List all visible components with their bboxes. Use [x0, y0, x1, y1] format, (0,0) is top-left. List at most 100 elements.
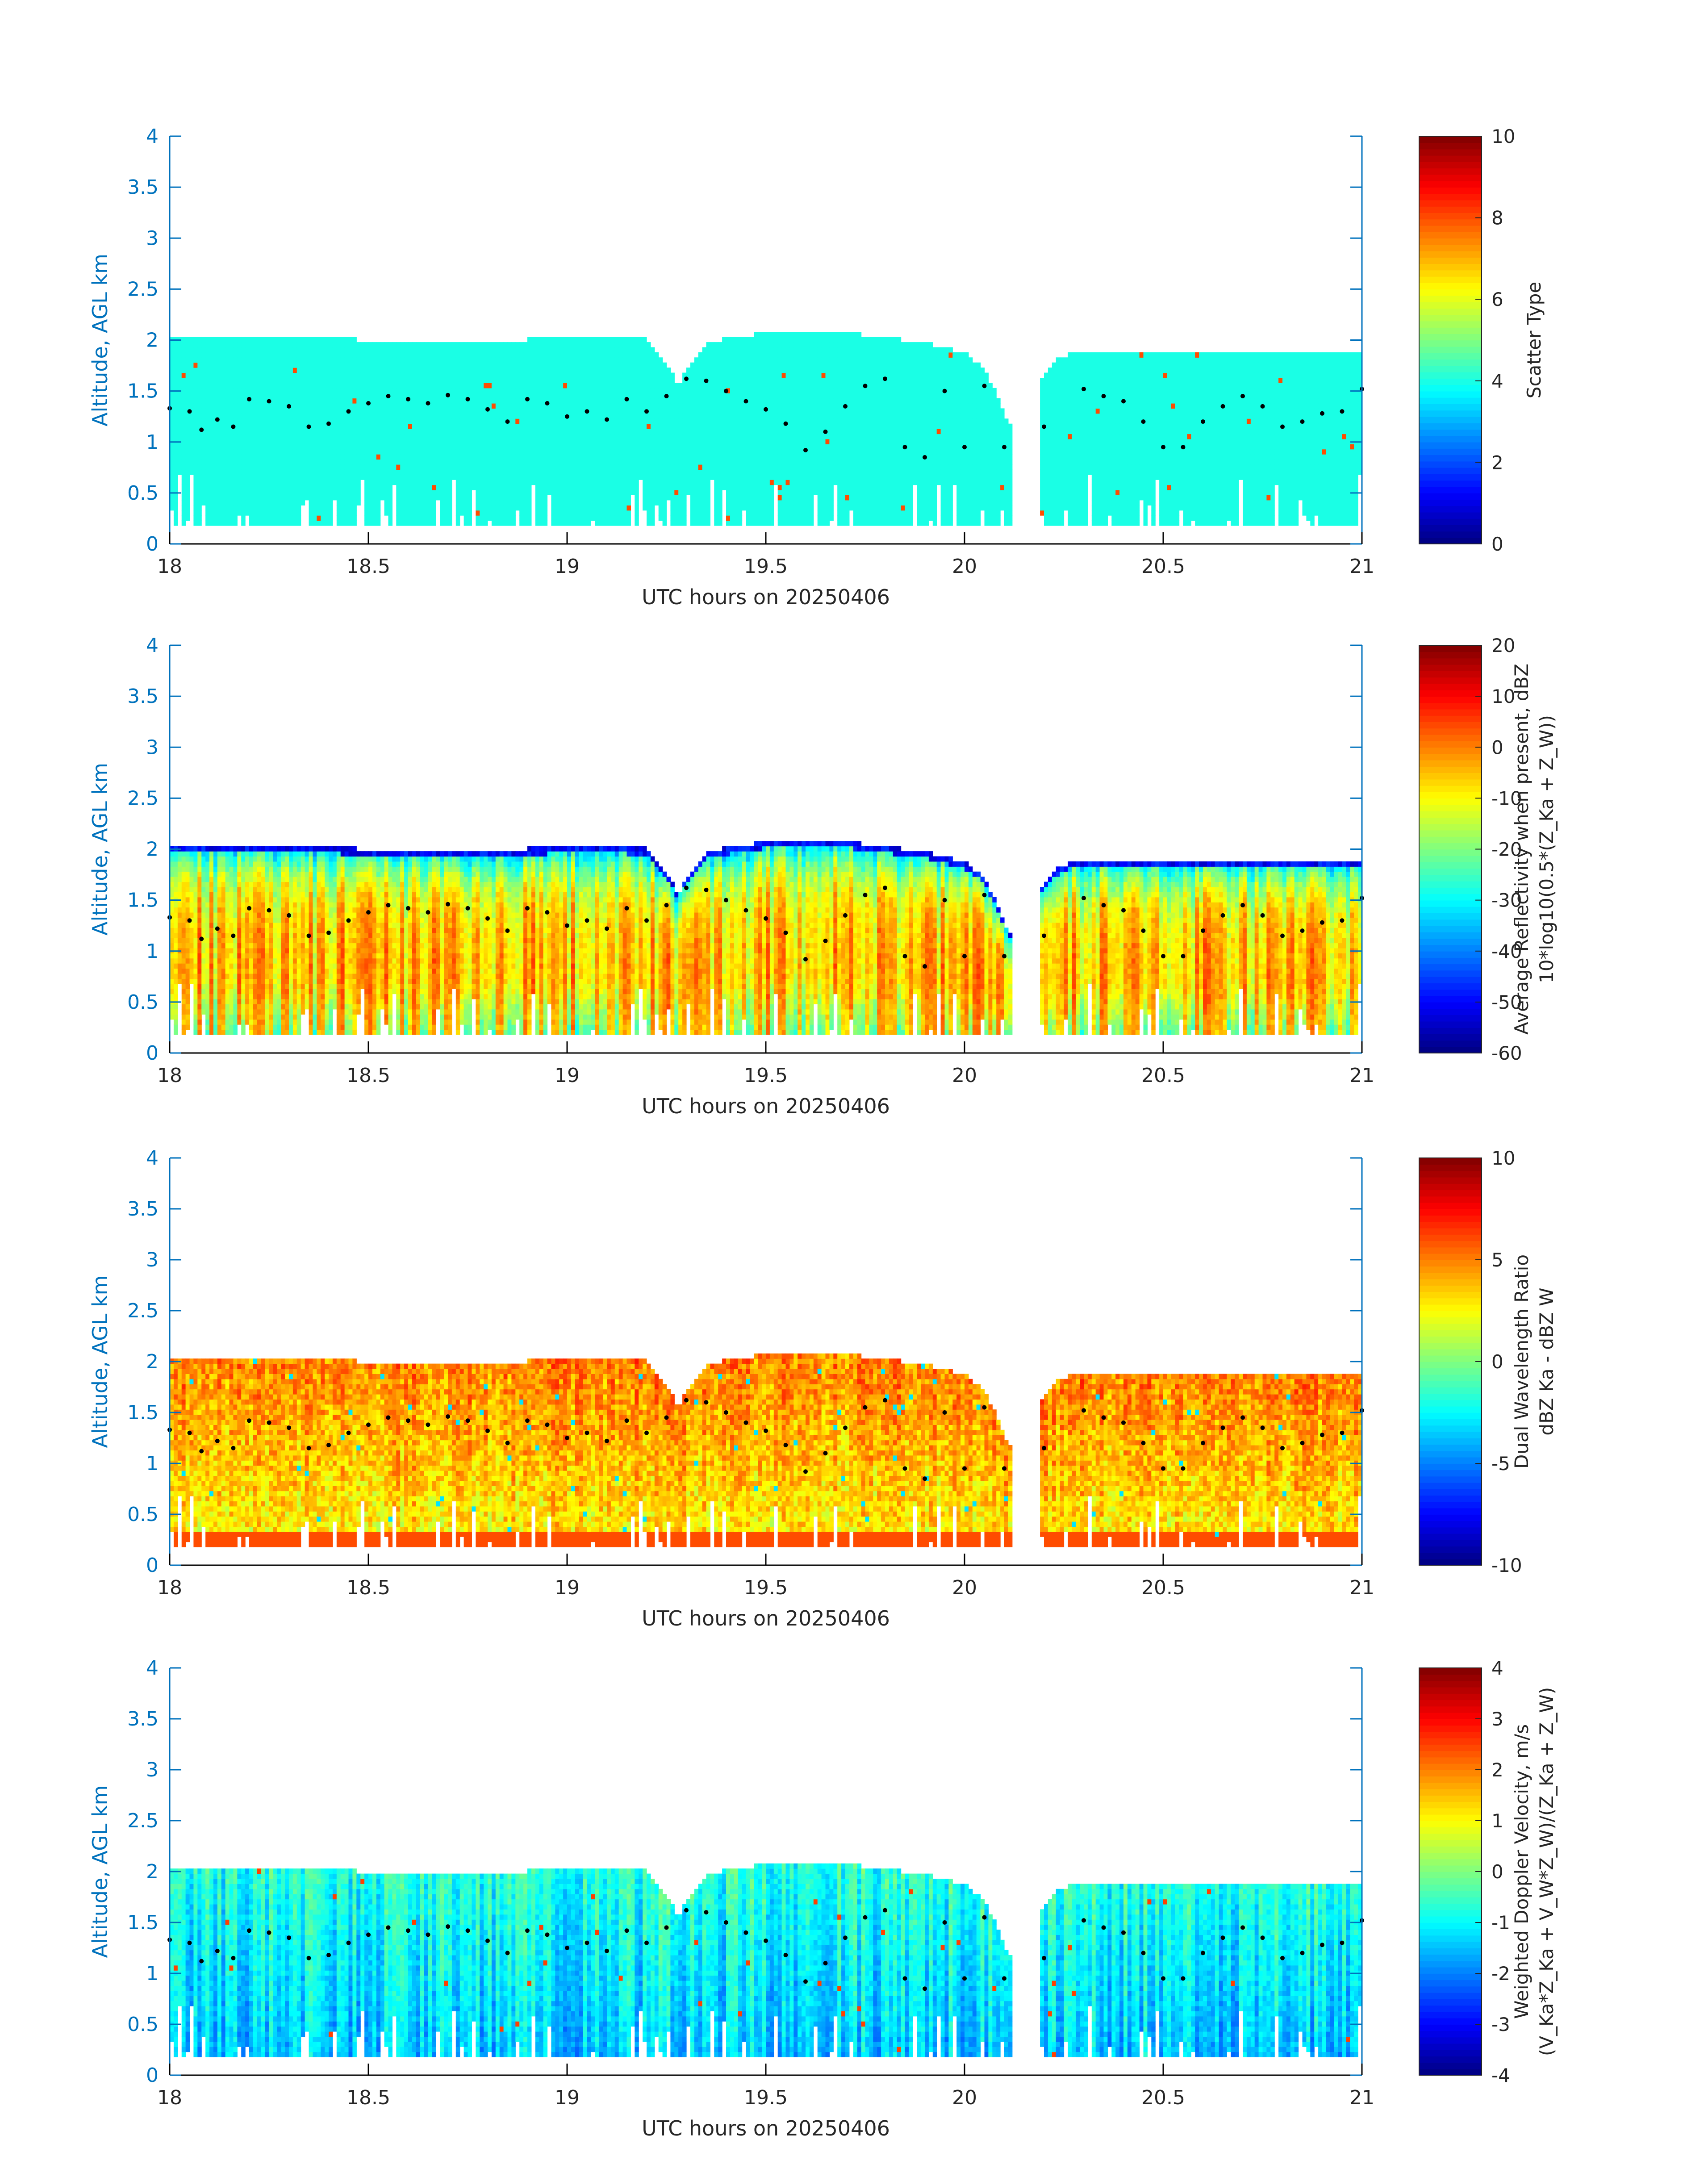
heatmap-cell — [599, 363, 603, 368]
heatmap-cell — [607, 480, 611, 485]
heatmap-cell — [193, 515, 198, 521]
heatmap-cell — [527, 480, 532, 485]
heatmap-cell — [301, 444, 305, 449]
heatmap-cell — [523, 490, 528, 495]
heatmap-cell — [384, 414, 389, 419]
heatmap-cell — [297, 368, 301, 373]
heatmap-cell — [201, 363, 206, 368]
heatmap-cell — [329, 475, 333, 480]
heatmap-cell — [559, 434, 564, 439]
heatmap-cell — [547, 460, 552, 465]
heatmap-cell — [345, 368, 349, 373]
heatmap-cell — [293, 460, 297, 465]
heatmap-cell — [317, 454, 321, 460]
heatmap-cell — [237, 475, 242, 480]
heatmap-cell — [607, 439, 611, 444]
heatmap-cell — [205, 444, 210, 449]
heatmap-cell — [722, 469, 727, 475]
heatmap-cell — [432, 444, 436, 449]
heatmap-cell — [647, 500, 651, 506]
heatmap-cell — [325, 363, 329, 368]
heatmap-cell — [333, 342, 337, 347]
heatmap-cell — [567, 347, 572, 353]
heatmap-cell — [575, 521, 580, 526]
heatmap-cell — [464, 469, 468, 475]
heatmap-cell — [523, 352, 528, 358]
heatmap-cell — [261, 475, 266, 480]
heatmap-cell — [567, 449, 572, 455]
heatmap-cell — [245, 469, 250, 475]
heatmap-cell — [352, 444, 357, 449]
heatmap-cell — [285, 490, 289, 495]
heatmap-cell — [396, 398, 401, 404]
heatmap-cell — [559, 393, 564, 398]
heatmap-cell — [249, 408, 254, 414]
heatmap-cell — [714, 378, 718, 383]
heatmap-cell — [364, 429, 369, 434]
heatmap-cell — [535, 373, 540, 378]
heatmap-cell — [523, 388, 528, 393]
heatmap-cell — [690, 434, 695, 439]
heatmap-cell — [682, 403, 687, 409]
heatmap-cell — [583, 475, 588, 480]
heatmap-cell — [424, 485, 429, 490]
heatmap-cell — [452, 429, 456, 434]
heatmap-cell — [349, 454, 353, 460]
heatmap-cell — [718, 434, 722, 439]
heatmap-cell — [492, 495, 496, 500]
heatmap-cell — [448, 454, 452, 460]
heatmap-cell — [555, 347, 560, 353]
heatmap-cell — [635, 444, 639, 449]
heatmap-cell — [285, 495, 289, 500]
heatmap-cell — [611, 505, 615, 510]
heatmap-cell — [333, 357, 337, 363]
heatmap-cell — [667, 454, 671, 460]
heatmap-cell — [702, 357, 707, 363]
heatmap-cell — [265, 485, 270, 490]
heatmap-cell — [488, 454, 492, 460]
heatmap-cell — [460, 464, 464, 470]
heatmap-cell — [722, 480, 727, 485]
heatmap-cell — [436, 429, 440, 434]
heatmap-cell — [253, 485, 258, 490]
heatmap-cell — [293, 454, 297, 460]
heatmap-cell — [317, 439, 321, 444]
heatmap-cell — [551, 429, 555, 434]
heatmap-cell — [408, 368, 413, 373]
heatmap-cell — [226, 337, 230, 343]
heatmap-cell — [508, 414, 512, 419]
heatmap-cell — [615, 490, 619, 495]
heatmap-cell — [563, 439, 568, 444]
heatmap-cell — [416, 449, 421, 455]
heatmap-cell — [217, 429, 222, 434]
heatmap-cell — [515, 398, 520, 404]
heatmap-cell — [579, 368, 584, 373]
heatmap-cell — [265, 357, 270, 363]
heatmap-cell — [368, 515, 373, 521]
heatmap-cell — [245, 490, 250, 495]
heatmap-cell — [230, 342, 234, 347]
heatmap-cell — [659, 383, 663, 388]
heatmap-cell — [686, 393, 691, 398]
heatmap-cell — [523, 454, 528, 460]
heatmap-cell — [269, 439, 274, 444]
heatmap-cell — [392, 383, 397, 388]
heatmap-cell — [213, 424, 218, 429]
heatmap-cell — [396, 342, 401, 347]
heatmap-cell — [436, 485, 440, 490]
heatmap-cell — [193, 403, 198, 409]
heatmap-cell — [293, 363, 297, 368]
heatmap-cell — [416, 357, 421, 363]
heatmap-cell — [655, 418, 659, 424]
heatmap-cell — [694, 449, 699, 455]
heatmap-cell — [205, 475, 210, 480]
heatmap-cell — [698, 383, 703, 388]
heatmap-cell — [655, 460, 659, 465]
heatmap-cell — [277, 363, 281, 368]
heatmap-cell — [579, 444, 584, 449]
heatmap-cell — [599, 429, 603, 434]
heatmap-cell — [595, 480, 599, 485]
heatmap-cell — [698, 368, 703, 373]
heatmap-cell — [678, 383, 683, 388]
heatmap-cell — [555, 408, 560, 414]
